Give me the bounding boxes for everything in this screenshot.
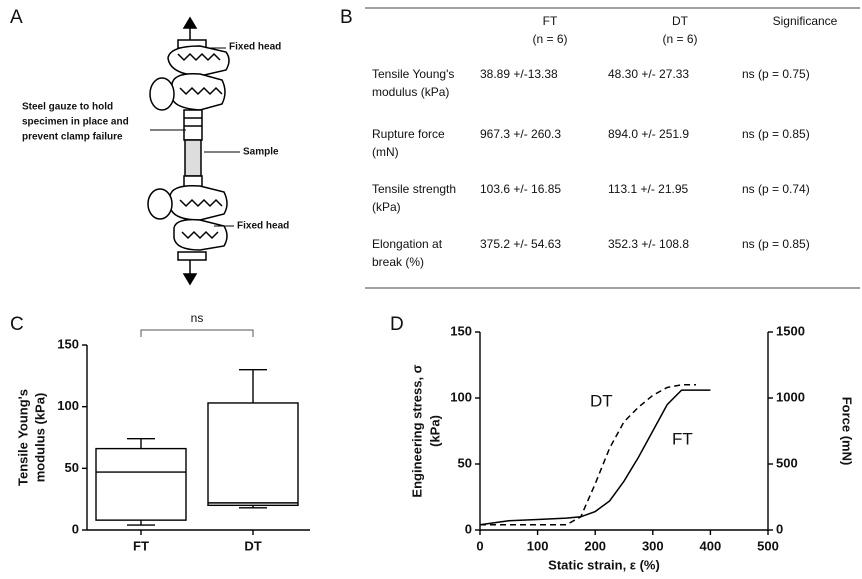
y-tick-label: 150 xyxy=(57,336,79,351)
table-cell: ns (p = 0.75) xyxy=(742,67,810,81)
y-tick-label: 0 xyxy=(72,521,79,536)
y-axis-label: (kPa) xyxy=(427,415,442,447)
diagram-label: prevent clamp failure xyxy=(22,132,123,143)
table-cell: ns (p = 0.85) xyxy=(742,237,810,251)
panel-letter: C xyxy=(10,314,24,335)
table-cell: ns (p = 0.85) xyxy=(742,127,810,141)
x-tick-label: 0 xyxy=(476,538,483,553)
x-axis-label: Static strain, ε (%) xyxy=(548,557,660,572)
box xyxy=(95,447,187,521)
y-tick-label: 100 xyxy=(450,389,472,404)
panel-letter: B xyxy=(340,7,353,28)
series-label: FT xyxy=(672,429,693,448)
y-tick-label: 0 xyxy=(465,521,472,536)
diagram-label: Fixed head xyxy=(229,42,281,53)
diagram-label: Sample xyxy=(243,147,279,158)
row-label: (kPa) xyxy=(372,200,401,214)
box xyxy=(207,402,299,507)
y2-tick-label: 1500 xyxy=(776,323,805,338)
diagram-label: Steel gauze to hold xyxy=(22,102,113,113)
row-label: Tensile strength xyxy=(372,182,456,196)
column-header: (n = 6) xyxy=(662,32,697,46)
row-label: modulus (kPa) xyxy=(372,85,449,99)
table-cell: 894.0 +/- 251.9 xyxy=(608,127,689,141)
table-cell: 375.2 +/- 54.63 xyxy=(480,237,561,251)
y-tick-label: 50 xyxy=(65,460,79,475)
row-label: Tensile Young's xyxy=(372,67,454,81)
x-tick-label: FT xyxy=(133,538,149,553)
significance-bracket xyxy=(140,329,254,337)
column-header: Significance xyxy=(773,14,838,28)
x-tick-label: 500 xyxy=(757,538,779,553)
row-label: (mN) xyxy=(372,145,399,159)
table-cell: 48.30 +/- 27.33 xyxy=(608,67,689,81)
clamp-diagram xyxy=(147,16,240,286)
row-label: Rupture force xyxy=(372,127,445,141)
x-tick-label: 200 xyxy=(584,538,606,553)
panel-letter: A xyxy=(10,7,23,28)
table-cell: 38.89 +/-13.38 xyxy=(480,67,558,81)
y2-tick-label: 0 xyxy=(776,521,783,536)
series-line xyxy=(480,384,696,526)
x-tick-label: 100 xyxy=(527,538,549,553)
y-axis-label: modulus (kPa) xyxy=(32,393,47,483)
x-tick-label: 400 xyxy=(700,538,722,553)
y-tick-label: 150 xyxy=(450,323,472,338)
series-label: DT xyxy=(590,391,613,410)
y-tick-label: 50 xyxy=(458,455,472,470)
y-axis-label: Tensile Young's xyxy=(15,389,30,486)
table-cell: 352.3 +/- 108.8 xyxy=(608,237,689,251)
y2-axis-label: Force (mN) xyxy=(840,397,855,466)
column-header: (n = 6) xyxy=(532,32,567,46)
column-header: DT xyxy=(672,14,689,28)
table-cell: 113.1 +/- 21.95 xyxy=(608,182,689,196)
y-tick-label: 100 xyxy=(57,398,79,413)
diagram-label: specimen in place and xyxy=(22,117,129,128)
panel-letter: D xyxy=(390,314,404,335)
x-tick-label: 300 xyxy=(642,538,664,553)
row-label: break (%) xyxy=(372,255,424,269)
y2-tick-label: 500 xyxy=(776,455,798,470)
row-label: Elongation at xyxy=(372,237,443,251)
diagram-label: Fixed head xyxy=(237,221,289,232)
column-header: FT xyxy=(543,14,558,28)
series-line xyxy=(479,389,711,526)
table-cell: 967.3 +/- 260.3 xyxy=(480,127,561,141)
y-axis-label: Engineering stress, σ xyxy=(409,364,424,497)
annotation: ns xyxy=(191,311,204,325)
table-cell: ns (p = 0.74) xyxy=(742,182,810,196)
y2-tick-label: 1000 xyxy=(776,389,805,404)
table-cell: 103.6 +/- 16.85 xyxy=(480,182,561,196)
x-tick-label: DT xyxy=(244,538,261,553)
